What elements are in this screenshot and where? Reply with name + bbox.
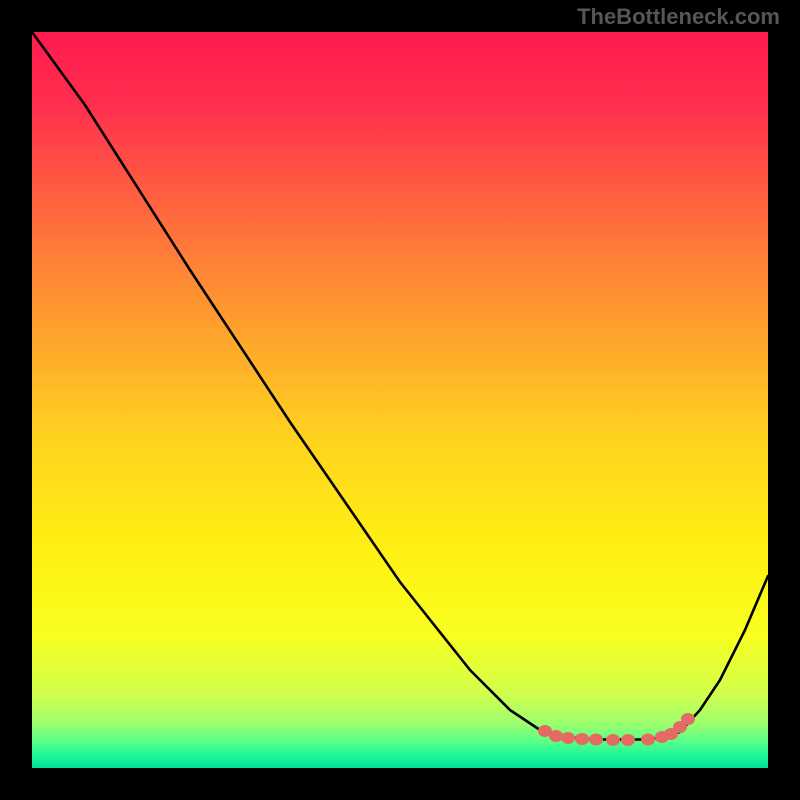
marker-dot xyxy=(681,713,695,725)
watermark-label: TheBottleneck.com xyxy=(577,4,780,30)
optimal-zone-markers xyxy=(538,713,695,746)
marker-dot xyxy=(589,734,603,746)
marker-dot xyxy=(641,734,655,746)
marker-dot xyxy=(575,733,589,745)
marker-dot xyxy=(561,732,575,744)
marker-dot xyxy=(621,734,635,746)
chart-overlay xyxy=(0,0,800,800)
bottleneck-curve xyxy=(32,32,768,740)
marker-dot xyxy=(549,730,563,742)
marker-dot xyxy=(606,734,620,746)
